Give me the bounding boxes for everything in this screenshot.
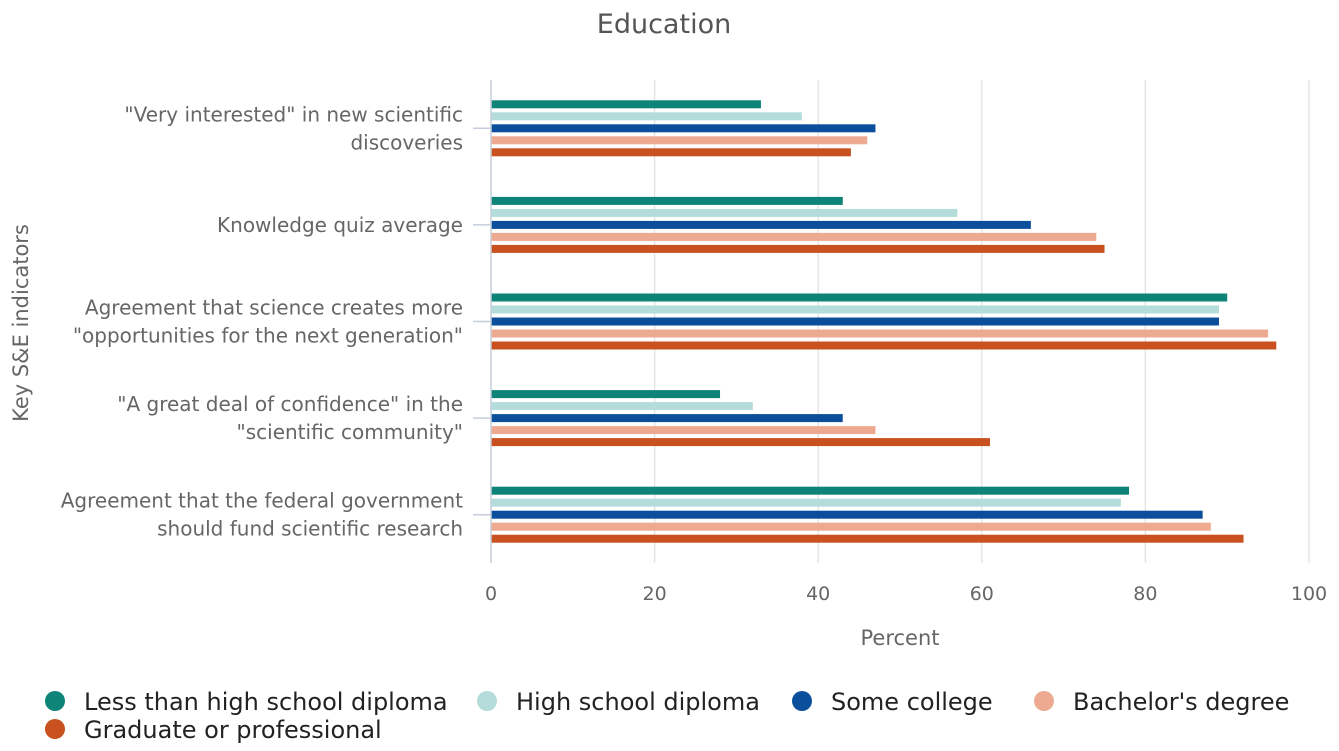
category-label: Knowledge quiz average <box>217 213 463 237</box>
category-label: Agreement that the federal government <box>61 489 463 513</box>
legend-marker <box>1034 691 1054 711</box>
category-label: "A great deal of confidence" in the <box>117 392 463 416</box>
category-label: should fund scientific research <box>157 517 463 541</box>
bar <box>491 390 721 399</box>
x-axis-title: Percent <box>860 626 939 650</box>
bar <box>491 232 1097 241</box>
bar <box>491 112 802 121</box>
legend-marker <box>45 719 65 739</box>
bar <box>491 244 1105 253</box>
bar <box>491 208 958 217</box>
legend-label: Less than high school diploma <box>84 688 448 716</box>
bars <box>491 100 1277 543</box>
legend-item[interactable]: High school diploma <box>477 688 760 716</box>
x-tick-label: 40 <box>806 583 830 605</box>
legend-item[interactable]: Some college <box>792 688 993 716</box>
x-tick-label: 100 <box>1291 583 1327 605</box>
bar <box>491 341 1277 350</box>
bar <box>491 136 868 145</box>
category-label: "Very interested" in new scientific <box>124 102 463 126</box>
y-axis-title: Key S&E indicators <box>9 224 33 422</box>
category-label: "scientific community" <box>237 420 463 444</box>
bar <box>491 196 843 205</box>
legend-item[interactable]: Less than high school diploma <box>45 688 448 716</box>
legend-label: Some college <box>831 688 993 716</box>
bar <box>491 100 761 109</box>
legend-marker <box>792 691 812 711</box>
legend-marker <box>477 691 497 711</box>
bar <box>491 402 753 411</box>
bar <box>491 148 851 157</box>
bar <box>491 293 1228 302</box>
bar <box>491 305 1220 314</box>
legend: Less than high school diploma High school… <box>45 688 1289 744</box>
category-label: Agreement that science creates more <box>85 296 463 320</box>
legend-marker <box>45 691 65 711</box>
legend-item[interactable]: Graduate or professional <box>45 716 382 744</box>
bar <box>491 534 1244 543</box>
category-label: discoveries <box>350 130 463 154</box>
legend-item[interactable]: Bachelor's degree <box>1034 688 1289 716</box>
x-tick-label: 80 <box>1133 583 1157 605</box>
x-tick-label: 60 <box>970 583 994 605</box>
bar <box>491 510 1203 519</box>
legend-label: Bachelor's degree <box>1073 688 1289 716</box>
axes: 0 20 40 60 80 100 "Very interested" in new sci… <box>61 80 1327 605</box>
bar <box>491 426 876 435</box>
bar <box>491 220 1031 229</box>
legend-label: High school diploma <box>516 688 760 716</box>
x-tick-label: 20 <box>643 583 667 605</box>
bar <box>491 486 1130 495</box>
chart-title: Education <box>597 9 731 40</box>
bar <box>491 498 1121 507</box>
bar <box>491 317 1220 326</box>
bar <box>491 124 876 133</box>
legend-label: Graduate or professional <box>84 716 382 744</box>
bar <box>491 414 843 423</box>
category-label: "opportunities for the next generation" <box>73 324 463 348</box>
bar <box>491 522 1211 531</box>
bar <box>491 438 990 447</box>
x-tick-label: 0 <box>485 583 497 605</box>
bar <box>491 329 1269 338</box>
